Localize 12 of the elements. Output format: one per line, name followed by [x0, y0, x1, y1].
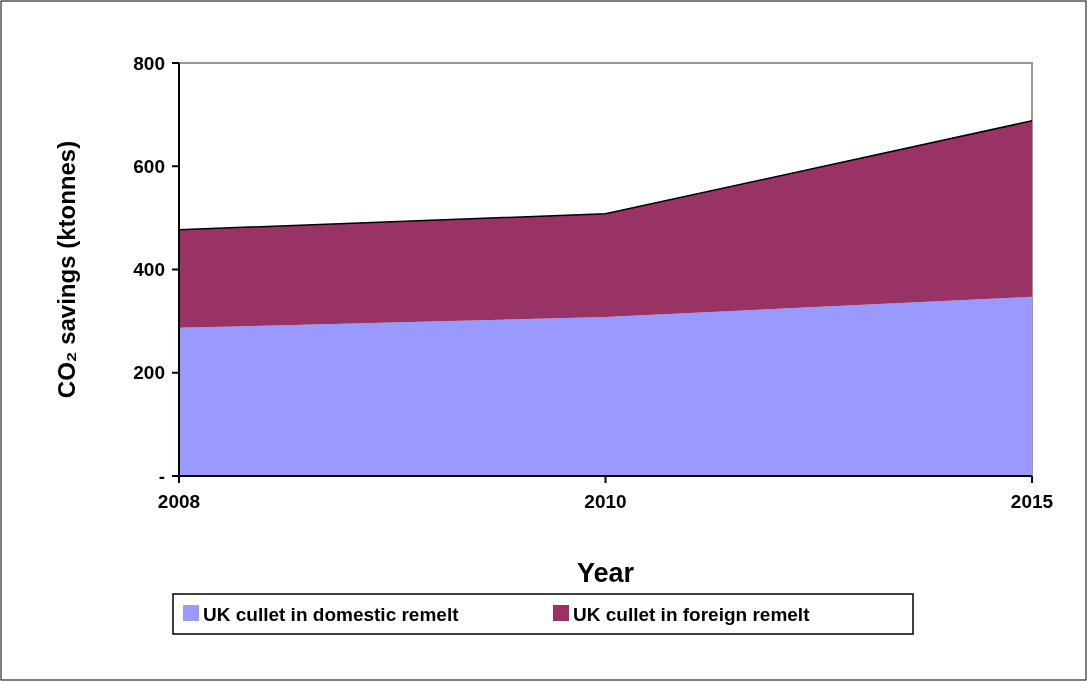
legend-label: UK cullet in foreign remelt — [573, 603, 811, 625]
y-tick-label: 800 — [133, 52, 165, 74]
y-tick-label: 600 — [133, 155, 165, 177]
x-axis-title: Year — [576, 558, 635, 588]
legend-label: UK cullet in domestic remelt — [203, 603, 460, 625]
y-axis-title: CO₂ savings (ktonnes) — [53, 140, 80, 399]
y-tick-label: 400 — [133, 259, 165, 281]
x-tick-label: 2008 — [157, 491, 201, 512]
y-tick-label: - — [158, 465, 165, 487]
y-tick-label: 200 — [133, 362, 165, 384]
x-tick-label: 2010 — [584, 491, 627, 512]
x-tick-label: 2015 — [1010, 491, 1054, 512]
